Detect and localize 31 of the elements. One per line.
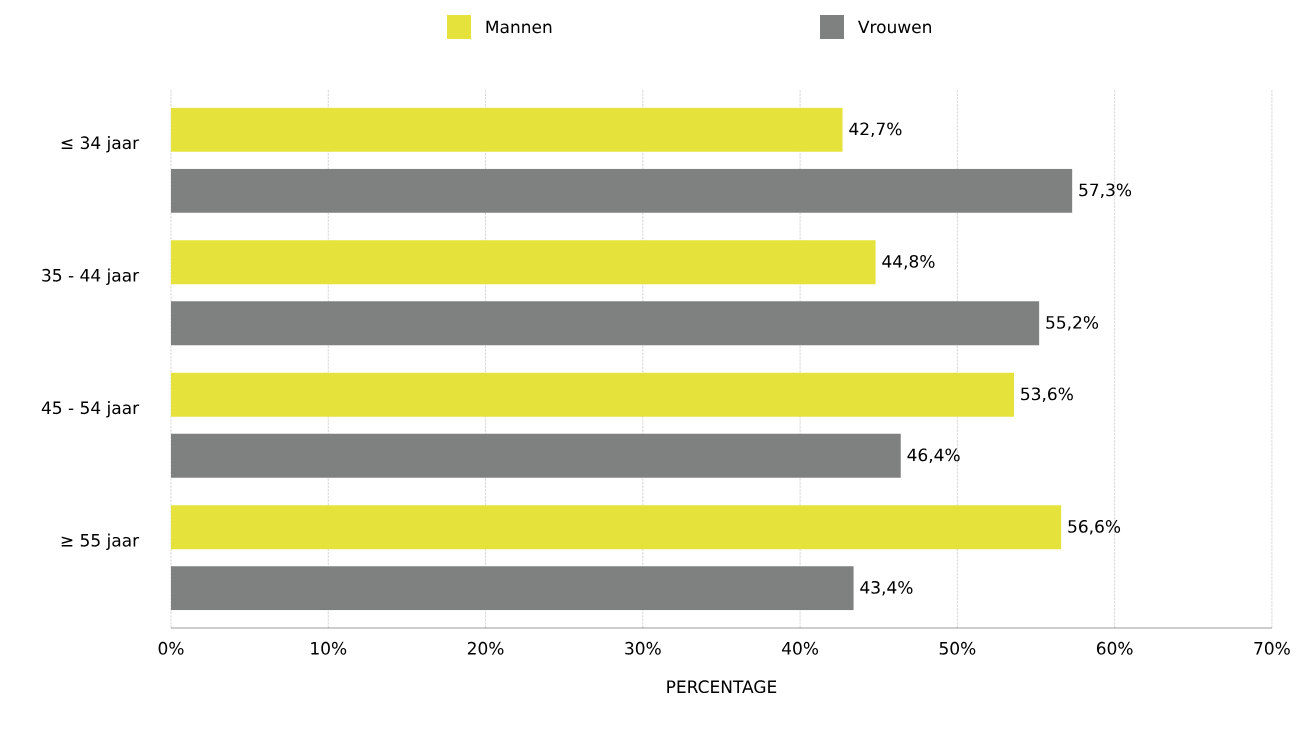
y-tick-label: ≤ 34 jaar — [61, 136, 140, 153]
y-tick-label: 45 - 54 jaar — [41, 401, 140, 418]
data-label: 57,3% — [1079, 183, 1132, 199]
x-axis-title: PERCENTAGE — [667, 680, 777, 694]
y-tick-label: ≥ 55 jaar — [61, 533, 140, 550]
data-label: 44,8% — [882, 254, 935, 270]
data-label: 55,2% — [1046, 315, 1099, 331]
data-label: 42,7% — [849, 122, 902, 138]
data-label: 56,6% — [1068, 519, 1121, 535]
x-tick-label: 70% — [1254, 641, 1290, 655]
bar — [171, 505, 1062, 550]
x-tick-label: 0% — [158, 641, 184, 655]
bar — [171, 433, 901, 478]
x-tick-label: 30% — [625, 641, 661, 655]
x-tick-label: 50% — [939, 641, 976, 655]
bar — [171, 168, 1073, 213]
x-tick-label: 20% — [467, 641, 504, 655]
data-label: 53,6% — [1021, 387, 1073, 403]
bar — [171, 566, 854, 611]
bar — [171, 107, 843, 152]
y-tick-label: 35 - 44 jaar — [42, 268, 140, 285]
bar — [171, 301, 1040, 346]
data-label: 46,4% — [907, 448, 960, 464]
bar — [171, 240, 876, 285]
legend-label: Mannen — [486, 20, 552, 34]
x-tick-label: 60% — [1096, 641, 1133, 655]
data-label: 43,4% — [860, 580, 913, 596]
x-tick-label: 40% — [782, 641, 819, 655]
x-tick-label: 10% — [311, 641, 347, 655]
legend-label: Vrouwen — [858, 20, 932, 34]
bar — [171, 372, 1014, 417]
